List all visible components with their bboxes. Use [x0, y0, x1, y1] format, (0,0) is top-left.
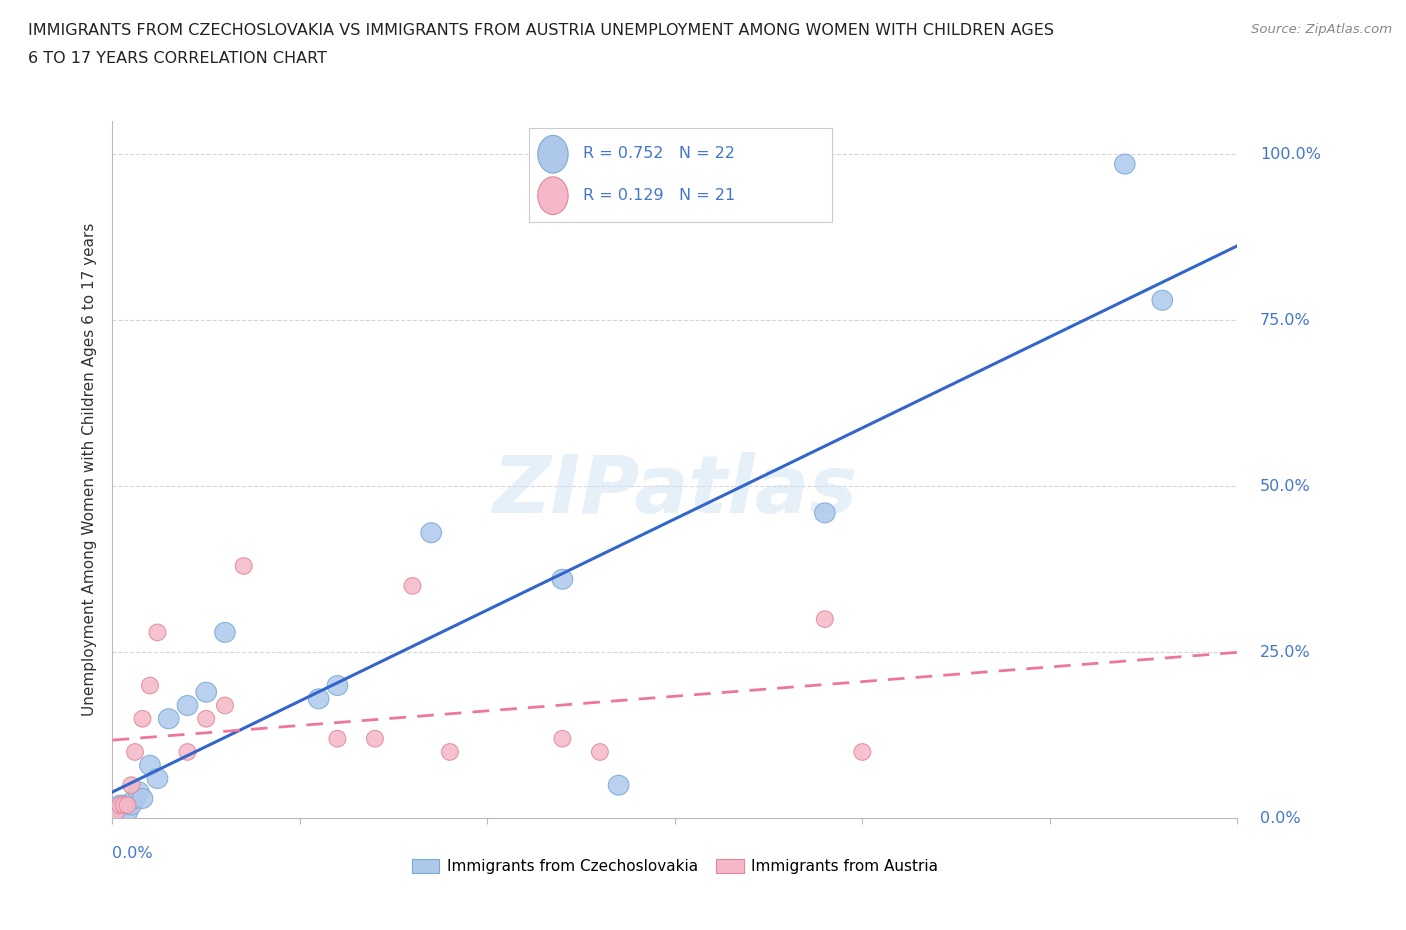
Ellipse shape — [105, 802, 127, 822]
Text: 0.0%: 0.0% — [1260, 811, 1301, 826]
Ellipse shape — [441, 744, 458, 761]
Ellipse shape — [115, 797, 132, 814]
Ellipse shape — [817, 611, 834, 628]
Ellipse shape — [117, 802, 138, 822]
Ellipse shape — [814, 503, 835, 523]
Ellipse shape — [215, 622, 235, 643]
Ellipse shape — [134, 711, 150, 727]
Ellipse shape — [420, 523, 441, 543]
Ellipse shape — [328, 675, 347, 696]
Ellipse shape — [127, 744, 143, 761]
Text: Source: ZipAtlas.com: Source: ZipAtlas.com — [1251, 23, 1392, 36]
Ellipse shape — [553, 569, 572, 590]
Text: 100.0%: 100.0% — [1260, 147, 1320, 162]
Ellipse shape — [148, 768, 167, 789]
Ellipse shape — [853, 744, 870, 761]
Text: 6 TO 17 YEARS CORRELATION CHART: 6 TO 17 YEARS CORRELATION CHART — [28, 51, 328, 66]
Ellipse shape — [114, 795, 134, 815]
Ellipse shape — [367, 730, 384, 747]
Ellipse shape — [235, 558, 252, 575]
Ellipse shape — [198, 711, 215, 727]
Ellipse shape — [159, 709, 179, 729]
Ellipse shape — [404, 578, 420, 594]
Ellipse shape — [125, 789, 145, 808]
Legend: Immigrants from Czechoslovakia, Immigrants from Austria: Immigrants from Czechoslovakia, Immigran… — [405, 853, 945, 881]
Ellipse shape — [177, 696, 198, 715]
Text: 0.0%: 0.0% — [112, 846, 153, 861]
Ellipse shape — [132, 789, 153, 808]
Ellipse shape — [592, 744, 609, 761]
Ellipse shape — [554, 730, 571, 747]
Text: ZIPatlas: ZIPatlas — [492, 452, 858, 529]
Ellipse shape — [110, 795, 131, 815]
Ellipse shape — [1152, 290, 1173, 311]
Ellipse shape — [329, 730, 346, 747]
Ellipse shape — [217, 698, 233, 714]
Text: IMMIGRANTS FROM CZECHOSLOVAKIA VS IMMIGRANTS FROM AUSTRIA UNEMPLOYMENT AMONG WOM: IMMIGRANTS FROM CZECHOSLOVAKIA VS IMMIGR… — [28, 23, 1054, 38]
Ellipse shape — [142, 677, 159, 694]
Ellipse shape — [308, 689, 329, 709]
Text: 75.0%: 75.0% — [1260, 312, 1310, 327]
Text: 25.0%: 25.0% — [1260, 644, 1310, 659]
Ellipse shape — [195, 683, 217, 702]
Ellipse shape — [609, 776, 628, 795]
Ellipse shape — [179, 744, 195, 761]
Ellipse shape — [139, 755, 160, 776]
Y-axis label: Unemployment Among Women with Children Ages 6 to 17 years: Unemployment Among Women with Children A… — [82, 223, 97, 716]
Ellipse shape — [1115, 154, 1135, 174]
Ellipse shape — [120, 797, 136, 814]
Ellipse shape — [122, 777, 139, 793]
Ellipse shape — [111, 797, 128, 814]
Text: 50.0%: 50.0% — [1260, 479, 1310, 494]
Ellipse shape — [121, 795, 142, 815]
Ellipse shape — [108, 804, 125, 820]
Ellipse shape — [149, 624, 166, 641]
Ellipse shape — [128, 782, 149, 802]
